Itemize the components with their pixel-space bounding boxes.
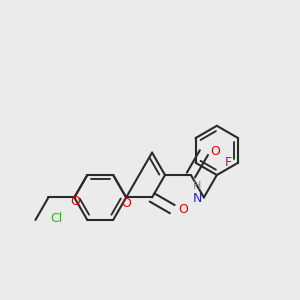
- Text: O: O: [179, 202, 189, 216]
- Text: H: H: [193, 181, 202, 191]
- Text: O: O: [70, 194, 80, 208]
- Text: Cl: Cl: [50, 212, 62, 225]
- Text: O: O: [121, 197, 131, 210]
- Text: O: O: [210, 145, 220, 158]
- Text: F: F: [225, 156, 232, 169]
- Text: N: N: [193, 192, 202, 205]
